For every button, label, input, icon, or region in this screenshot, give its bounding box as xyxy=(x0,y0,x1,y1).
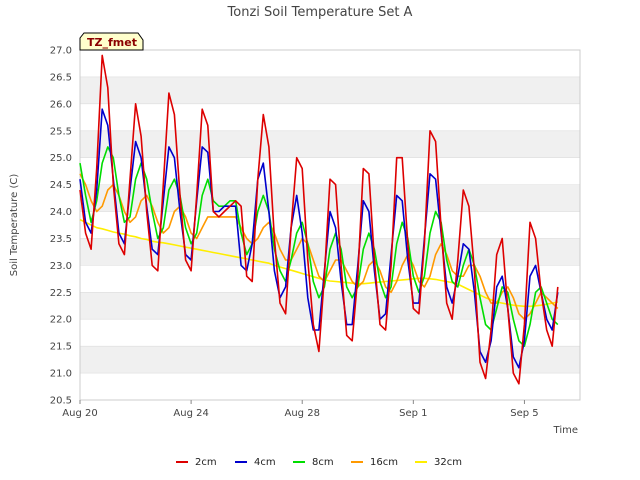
y-tick-label: 24.0 xyxy=(50,207,72,218)
y-tick-label: 21.5 xyxy=(50,342,72,353)
y-tick-label: 23.0 xyxy=(50,261,72,272)
legend-item-4cm: 4cm xyxy=(235,457,276,468)
grid-band xyxy=(80,346,580,374)
series-line-16cm xyxy=(79,173,559,321)
y-tick-label: 21.0 xyxy=(50,369,72,380)
series-lines xyxy=(79,54,559,385)
y-tick-label: 22.5 xyxy=(50,288,72,299)
series-line-2cm xyxy=(79,54,559,385)
grid-band xyxy=(80,76,580,104)
legend: 2cm 4cm 8cm 16cm 32cm xyxy=(176,457,462,468)
grid-band xyxy=(80,103,580,131)
x-tick-label: Aug 20 xyxy=(62,408,97,419)
y-tick-label: 24.5 xyxy=(50,180,72,191)
y-tick-label: 25.0 xyxy=(50,153,72,164)
legend-item-16cm: 16cm xyxy=(351,457,398,468)
grid-band xyxy=(80,319,580,347)
legend-label: 32cm xyxy=(434,457,462,468)
y-tick-label: 26.0 xyxy=(50,99,72,110)
y-tick-label: 27.0 xyxy=(50,46,72,57)
legend-label: 4cm xyxy=(254,457,276,468)
y-tick-label: 26.5 xyxy=(50,72,72,83)
x-tick-label: Aug 28 xyxy=(285,408,320,419)
legend-item-8cm: 8cm xyxy=(293,457,334,468)
grid-band xyxy=(80,50,580,77)
tz-fmet-box: TZ_fmet xyxy=(79,32,144,51)
x-axis: Aug 20 Aug 24 Aug 28 Sep 1 Sep 5 xyxy=(62,400,539,419)
x-tick-label: Sep 1 xyxy=(399,408,427,419)
y-tick-label: 22.0 xyxy=(50,315,72,326)
tz-fmet-box-bg xyxy=(79,32,144,51)
y-tick-label: 20.5 xyxy=(50,396,72,407)
legend-label: 8cm xyxy=(312,457,334,468)
x-axis-label: Time xyxy=(553,425,578,436)
legend-label: 16cm xyxy=(370,457,398,468)
y-tick-label: 25.5 xyxy=(50,126,72,137)
grid-band xyxy=(80,373,580,400)
x-tick-label: Sep 5 xyxy=(510,408,538,419)
y-axis: 27.0 26.5 26.0 25.5 25.0 24.5 24.0 23.5 23.0 22.5… xyxy=(50,46,72,407)
legend-item-32cm: 32cm xyxy=(415,457,462,468)
x-tick-label: Aug 24 xyxy=(173,408,208,419)
y-axis-label: Soil Temperature (C) xyxy=(9,174,20,277)
legend-item-2cm: 2cm xyxy=(176,457,217,468)
tz-fmet-label: TZ_fmet xyxy=(87,36,137,49)
legend-label: 2cm xyxy=(195,457,217,468)
chart-title: Tonzi Soil Temperature Set A xyxy=(227,5,413,20)
grid-band xyxy=(80,130,580,158)
plot-frame xyxy=(79,49,581,401)
y-tick-label: 23.5 xyxy=(50,234,72,245)
